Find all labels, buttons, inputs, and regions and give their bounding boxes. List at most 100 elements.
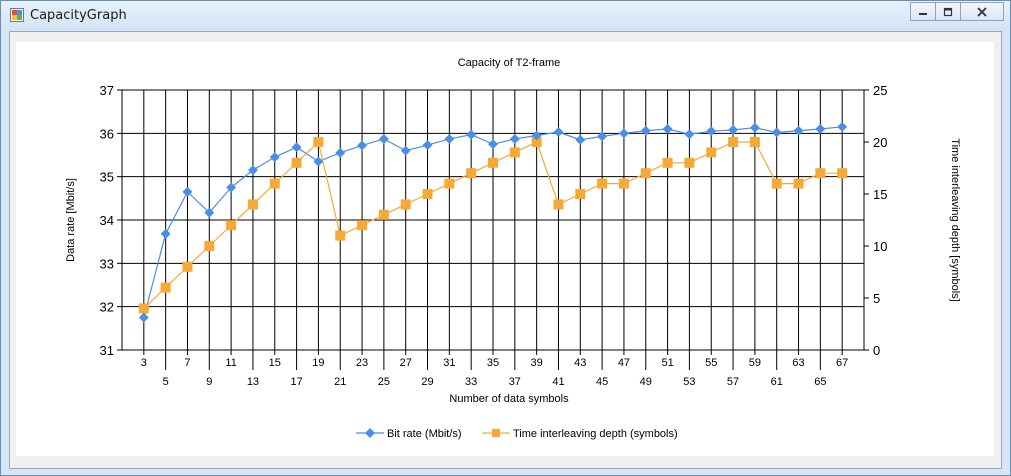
point-interleave (771, 178, 782, 189)
legend: Bit rate (Mbit/s) Time interleaving dept… (356, 428, 678, 440)
point-bitrate (837, 121, 848, 132)
legend-marker-bitrate (365, 428, 375, 438)
x-tick-label: 67 (836, 357, 848, 369)
x-tick-label: 19 (312, 357, 324, 369)
point-bitrate (597, 131, 608, 142)
point-bitrate (313, 156, 324, 167)
maximize-button[interactable] (935, 2, 961, 21)
point-interleave (247, 199, 258, 210)
x-tick-label: 35 (487, 357, 499, 369)
point-interleave (182, 261, 193, 272)
x-tick-label: 33 (465, 376, 477, 388)
close-button[interactable] (960, 2, 1004, 21)
point-interleave (728, 137, 739, 147)
point-bitrate (662, 124, 673, 134)
x-tick-label: 27 (400, 357, 412, 369)
point-bitrate (793, 125, 804, 136)
point-interleave (357, 220, 368, 231)
point-interleave (531, 137, 542, 147)
point-bitrate (684, 129, 695, 140)
point-bitrate (357, 140, 368, 151)
y-tick-label: 36 (100, 126, 114, 141)
point-bitrate (575, 134, 586, 145)
y-tick-label: 32 (100, 300, 114, 315)
chart-panel: Capacity of T2-frame 31 32 33 34 35 36 37 0 5 10 1… (16, 42, 994, 456)
point-bitrate (182, 186, 193, 197)
legend-marker-interleave (492, 429, 500, 437)
point-bitrate (400, 145, 411, 156)
x-tick-label: 53 (683, 376, 695, 388)
point-bitrate (640, 125, 651, 136)
x-tick-label: 43 (574, 357, 586, 369)
y2-tick-label: 5 (873, 291, 880, 306)
client-area: Capacity of T2-frame 31 32 33 34 35 36 37 0 5 10 1… (9, 31, 1002, 469)
y2-tick-label: 10 (873, 239, 887, 254)
x-tick-label: 9 (206, 376, 212, 388)
point-bitrate (815, 124, 826, 134)
point-bitrate (378, 134, 389, 144)
point-bitrate (466, 129, 477, 140)
x-tick-label: 23 (356, 357, 368, 369)
x-tick-label: 3 (141, 357, 147, 369)
chart-grid (121, 89, 865, 351)
point-interleave (575, 189, 586, 199)
chart-title: Capacity of T2-frame (458, 57, 561, 69)
y2-tick-label: 0 (873, 343, 880, 358)
point-interleave (269, 178, 280, 189)
point-interleave (597, 178, 608, 189)
maximize-icon (943, 7, 953, 16)
point-interleave (640, 168, 651, 179)
point-interleave (553, 199, 564, 210)
y2-tick-label: 15 (873, 187, 887, 202)
y-tick-label: 37 (100, 83, 114, 98)
window-controls (910, 2, 1004, 22)
title-bar[interactable]: CapacityGraph (1, 1, 1010, 31)
y-axis-label: Data rate [Mbit/s] (65, 178, 77, 262)
x-tick-label: 39 (531, 357, 543, 369)
axis-ticks: 3132333435363705101520253579111315171921… (100, 83, 888, 388)
point-bitrate (444, 134, 455, 144)
x-tick-label: 5 (163, 376, 169, 388)
point-interleave (291, 157, 302, 168)
point-interleave (160, 282, 171, 293)
point-bitrate (138, 312, 149, 323)
y-tick-label: 31 (100, 343, 114, 358)
point-interleave (706, 147, 717, 158)
point-bitrate (422, 140, 433, 150)
legend-item-bitrate[interactable]: Bit rate (Mbit/s) (356, 428, 462, 440)
x-tick-label: 51 (661, 357, 673, 369)
point-bitrate (291, 142, 302, 153)
legend-item-interleave[interactable]: Time interleaving depth (symbols) (482, 428, 678, 440)
point-bitrate (226, 182, 237, 193)
point-interleave (226, 220, 237, 231)
y2-axis-label: Time interleaving depth [symbols] (949, 138, 961, 301)
x-tick-label: 49 (640, 376, 652, 388)
point-interleave (488, 157, 498, 168)
point-bitrate (728, 124, 739, 135)
x-tick-label: 13 (247, 376, 259, 388)
x-tick-label: 21 (334, 376, 346, 388)
legend-label-bitrate: Bit rate (Mbit/s) (387, 428, 462, 440)
point-interleave (662, 157, 673, 168)
capacity-chart: Capacity of T2-frame 3132333435363705101… (65, 57, 961, 440)
point-bitrate (509, 134, 520, 144)
x-tick-label: 59 (749, 357, 761, 369)
x-tick-label: 65 (814, 376, 826, 388)
point-interleave (618, 178, 629, 189)
minimize-icon (919, 12, 927, 15)
point-bitrate (706, 126, 717, 137)
point-interleave (400, 199, 411, 210)
point-bitrate (553, 127, 564, 137)
x-tick-label: 57 (727, 376, 739, 388)
point-bitrate (618, 128, 629, 139)
x-axis-label: Number of data symbols (449, 393, 569, 405)
x-tick-label: 31 (443, 357, 455, 369)
point-interleave (204, 241, 215, 251)
x-tick-label: 37 (509, 376, 521, 388)
point-interleave (138, 303, 149, 314)
point-interleave (837, 168, 848, 179)
x-tick-label: 29 (421, 376, 433, 388)
point-bitrate (488, 139, 498, 150)
minimize-button[interactable] (910, 2, 936, 21)
